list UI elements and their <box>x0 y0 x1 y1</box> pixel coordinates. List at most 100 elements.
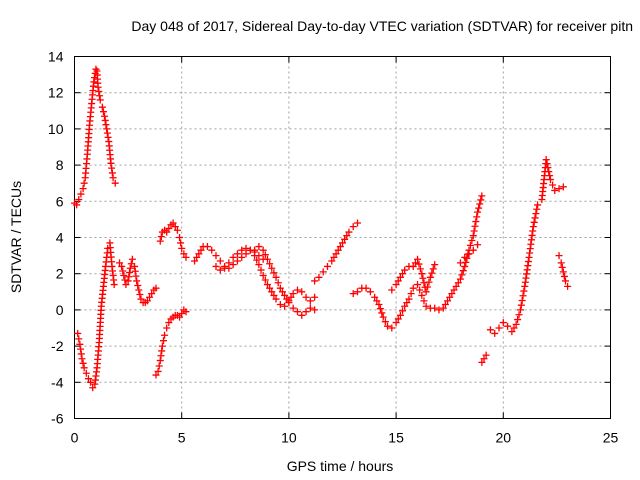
data-points <box>71 65 572 392</box>
data-point <box>354 288 362 296</box>
data-point <box>474 208 482 216</box>
data-point <box>551 186 559 194</box>
data-point <box>476 200 484 208</box>
y-tick-labels: -6 -4 -2 0 2 4 6 8 10 12 14 <box>48 49 64 427</box>
data-point <box>558 263 566 271</box>
data-point <box>529 223 537 231</box>
y-tick-label: 10 <box>48 121 64 137</box>
series-arc-5 <box>156 219 190 261</box>
data-point <box>177 239 185 247</box>
data-point <box>518 296 526 304</box>
data-point <box>78 355 86 363</box>
series-arc-14 <box>555 252 572 290</box>
series-arc-12 <box>456 241 490 366</box>
data-point <box>77 190 85 198</box>
data-point <box>253 256 261 264</box>
data-point <box>77 345 85 353</box>
data-point <box>270 291 278 299</box>
data-point <box>478 192 486 200</box>
data-point <box>118 262 126 270</box>
data-point <box>259 272 267 280</box>
data-point <box>76 340 84 348</box>
data-point <box>161 331 169 339</box>
data-point <box>409 262 417 270</box>
data-point <box>289 290 297 298</box>
data-point <box>109 174 117 182</box>
data-point <box>298 288 306 296</box>
data-point <box>465 250 473 258</box>
data-point <box>343 232 351 240</box>
data-point <box>157 233 165 241</box>
data-point <box>441 300 449 308</box>
data-point <box>480 355 488 363</box>
data-point <box>435 306 443 314</box>
data-point <box>405 295 413 303</box>
chart-title: Day 048 of 2017, Sidereal Day-to-day VTE… <box>131 18 633 34</box>
data-point <box>156 357 164 365</box>
data-point <box>519 292 527 300</box>
data-point <box>90 78 98 86</box>
data-point <box>233 250 241 258</box>
data-point <box>482 351 490 359</box>
data-point <box>330 253 338 261</box>
data-point <box>285 299 293 307</box>
x-tick-label: 5 <box>178 430 186 446</box>
data-point <box>152 284 160 292</box>
data-point <box>424 283 432 291</box>
data-point <box>549 181 557 189</box>
data-point <box>396 273 404 281</box>
data-point <box>546 172 554 180</box>
data-point <box>533 205 541 213</box>
x-tick-label: 15 <box>388 430 404 446</box>
data-point <box>458 271 466 279</box>
data-point <box>272 273 280 281</box>
data-point <box>116 259 124 267</box>
data-point <box>409 284 417 292</box>
data-point <box>178 310 186 318</box>
data-point <box>238 253 246 261</box>
data-point <box>133 277 141 285</box>
y-tick-label: 2 <box>56 266 64 282</box>
data-point <box>233 257 241 265</box>
plot-frame <box>74 56 611 419</box>
data-point <box>193 253 201 261</box>
data-point <box>131 267 139 275</box>
data-point <box>203 243 211 251</box>
data-point <box>165 319 173 327</box>
data-point <box>392 319 400 327</box>
data-point <box>268 264 276 272</box>
data-point <box>399 307 407 315</box>
data-point <box>270 269 278 277</box>
data-point <box>108 164 116 172</box>
data-point <box>75 195 83 203</box>
data-point <box>345 228 353 236</box>
data-point <box>371 293 379 301</box>
data-point <box>169 219 177 227</box>
data-point <box>407 290 415 298</box>
data-point <box>376 305 384 313</box>
data-point <box>315 273 323 281</box>
data-point <box>384 322 392 330</box>
data-point <box>381 318 389 326</box>
data-point <box>156 237 164 245</box>
data-point <box>126 268 134 276</box>
data-point <box>263 281 271 289</box>
data-point <box>461 262 469 270</box>
data-point <box>542 156 550 164</box>
data-point <box>96 96 104 104</box>
data-point <box>155 362 163 370</box>
data-point <box>420 297 428 305</box>
data-point <box>154 367 162 375</box>
data-point <box>126 264 134 272</box>
data-point <box>486 326 494 334</box>
y-tick-label: -2 <box>51 338 64 354</box>
y-tick-label: 6 <box>56 193 64 209</box>
data-point <box>272 295 280 303</box>
y-tick-label: -4 <box>51 374 64 390</box>
data-point <box>426 273 434 281</box>
data-point <box>182 308 190 316</box>
data-point <box>311 277 319 285</box>
data-point <box>191 257 199 265</box>
data-point <box>495 324 503 332</box>
